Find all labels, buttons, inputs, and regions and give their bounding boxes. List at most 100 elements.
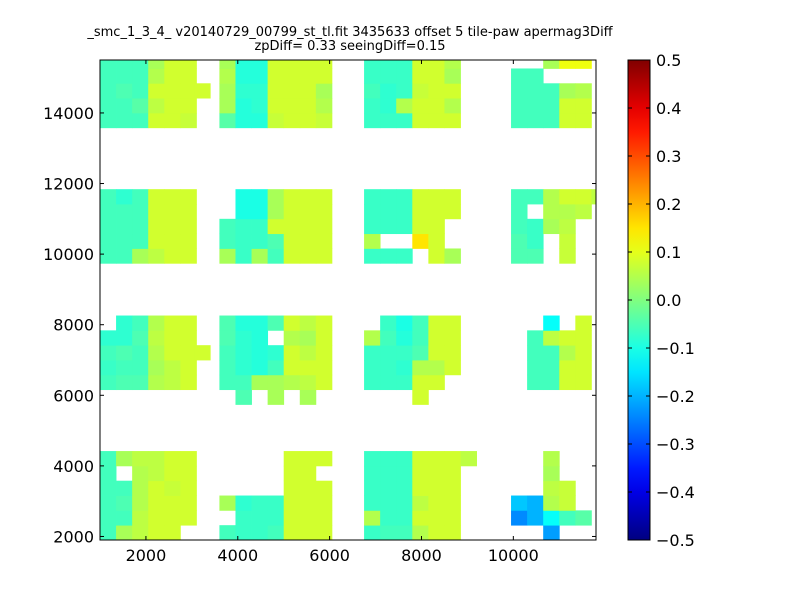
heatmap-cell <box>380 510 397 526</box>
heatmap-cell <box>575 345 592 361</box>
heatmap-cell <box>428 451 445 467</box>
heatmap-cell <box>380 345 397 361</box>
heatmap-cell <box>235 204 252 220</box>
heatmap-cell <box>148 83 165 99</box>
heatmap-cell <box>412 233 429 249</box>
heatmap-cell <box>396 315 413 331</box>
heatmap-cell <box>219 525 236 540</box>
heatmap-cell <box>380 189 397 205</box>
heatmap-cell <box>412 112 429 129</box>
heatmap-cell <box>100 83 117 99</box>
heatmap-cell <box>100 218 117 235</box>
heatmap-cell <box>100 330 117 346</box>
heatmap-cell <box>283 510 301 526</box>
heatmap-cell <box>148 465 165 482</box>
heatmap-cell <box>100 510 117 526</box>
heatmap-cell <box>315 345 333 361</box>
heatmap-cell <box>267 360 285 376</box>
heatmap-cell <box>543 360 560 376</box>
heatmap-cell <box>251 510 269 526</box>
heatmap-cell <box>428 345 445 361</box>
heatmap-cell <box>132 480 149 496</box>
heatmap-cell <box>299 465 317 482</box>
heatmap-cell <box>164 98 181 114</box>
heatmap-cell <box>575 374 592 391</box>
heatmap-cell <box>315 218 333 235</box>
heatmap-cell <box>267 345 285 361</box>
heatmap-cell <box>412 480 429 496</box>
heatmap-cell <box>428 189 445 205</box>
heatmap-cell <box>444 204 461 220</box>
x-tick-label: 6000 <box>309 546 350 565</box>
heatmap-cell <box>575 510 592 526</box>
heatmap-cell <box>364 510 381 526</box>
heatmap-cell <box>235 189 252 205</box>
heatmap-cell <box>396 189 413 205</box>
heatmap-cell <box>180 510 197 526</box>
heatmap-cell <box>251 68 269 84</box>
heatmap-cell <box>543 112 560 129</box>
heatmap-cell <box>380 315 397 331</box>
heatmap-cell <box>180 480 197 496</box>
heatmap-cell <box>315 480 333 496</box>
heatmap-cell <box>543 218 560 235</box>
heatmap-cell <box>412 68 429 84</box>
heatmap-cell <box>267 248 285 264</box>
heatmap-cell <box>100 525 117 540</box>
heatmap-cell <box>148 189 165 205</box>
heatmap-cell <box>100 451 117 467</box>
heatmap-cell <box>380 451 397 467</box>
heatmap-cell <box>527 374 544 391</box>
heatmap-cell <box>511 204 528 220</box>
heatmap-cell <box>180 204 197 220</box>
heatmap-cell <box>428 233 445 249</box>
heatmap-cell <box>164 60 181 69</box>
heatmap-cell <box>116 60 133 69</box>
y-tick-label: 10000 <box>43 245 94 264</box>
heatmap-cell <box>559 374 576 391</box>
heatmap-cell <box>396 465 413 482</box>
heatmap-cell <box>219 112 236 129</box>
heatmap-cell <box>100 68 117 84</box>
heatmap-cell <box>364 465 381 482</box>
heatmap-cell <box>315 330 333 346</box>
heatmap-cell <box>235 233 252 249</box>
heatmap-cell <box>364 60 381 69</box>
heatmap-cell <box>164 204 181 220</box>
heatmap-cell <box>315 315 333 331</box>
heatmap-cell <box>575 204 592 220</box>
heatmap-cell <box>412 60 429 69</box>
heatmap-cell <box>364 204 381 220</box>
heatmap-cell <box>396 345 413 361</box>
heatmap-cell <box>100 480 117 496</box>
heatmap-cell <box>251 360 269 376</box>
heatmap-cell <box>380 495 397 511</box>
heatmap-cell <box>364 525 381 540</box>
heatmap-cell <box>283 495 301 511</box>
heatmap-cell <box>132 204 149 220</box>
heatmap-cell <box>511 218 528 235</box>
heatmap-cell <box>283 480 301 496</box>
heatmap-cell <box>444 480 461 496</box>
heatmap-cell <box>527 98 544 114</box>
heatmap-cell <box>235 218 252 235</box>
heatmap-cell <box>364 374 381 391</box>
heatmap-cell <box>543 525 560 540</box>
heatmap-cell <box>575 98 592 114</box>
heatmap-cell <box>116 360 133 376</box>
heatmap-cell <box>428 374 445 391</box>
heatmap-cell <box>575 330 592 346</box>
colorbar-tick-label: 0.2 <box>656 195 681 214</box>
colorbar-tick-label: 0.0 <box>656 291 681 310</box>
heatmap-cell <box>267 83 285 99</box>
heatmap-cell <box>267 218 285 235</box>
heatmap-cell <box>116 495 133 511</box>
heatmap-cell <box>380 374 397 391</box>
heatmap-cell <box>148 98 165 114</box>
heatmap-cell <box>132 360 149 376</box>
heatmap-cell <box>132 83 149 99</box>
heatmap-cell <box>283 68 301 84</box>
heatmap-cell <box>267 510 285 526</box>
heatmap-cell <box>559 495 576 511</box>
